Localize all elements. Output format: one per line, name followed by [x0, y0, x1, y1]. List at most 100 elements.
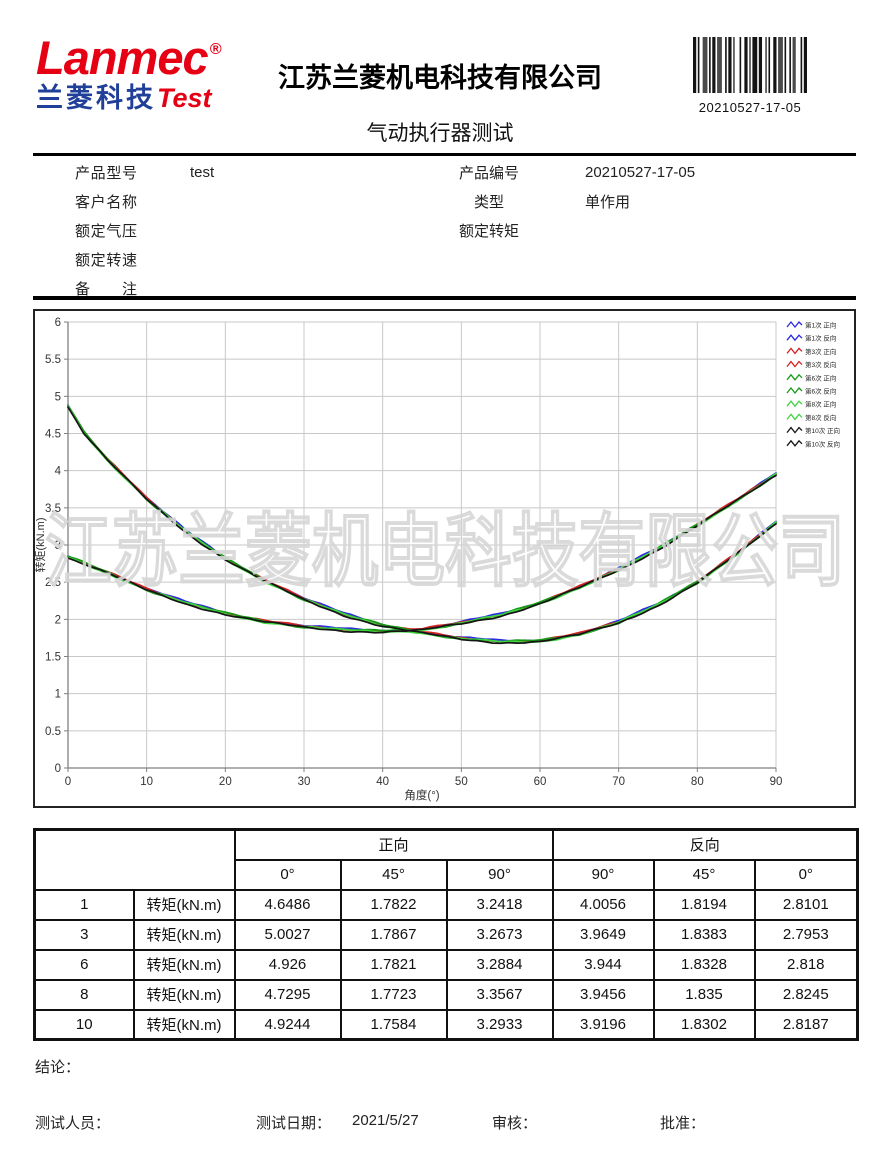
cycle-number-cell: 1 — [33, 888, 135, 921]
y-tick-label: 0.5 — [45, 726, 61, 738]
info-label: 额定转速 — [75, 252, 137, 269]
torque-value-cell: 3.3567 — [445, 978, 554, 1011]
x-tick-label: 80 — [691, 776, 704, 788]
company-name: 江苏兰菱机电科技有限公司 — [278, 63, 602, 93]
info-row: 额定转矩 — [458, 216, 695, 245]
info-form-right: 产品编号 20210527-17-05 类型 单作用额定转矩 — [458, 158, 695, 245]
y-tick-label: 2.5 — [45, 577, 61, 589]
legend-swatch-icon — [786, 320, 803, 329]
logo-en-text: Test — [157, 83, 212, 113]
row-label-cell: 转矩(kN.m) — [132, 948, 236, 981]
info-row: 类型 单作用 — [458, 187, 695, 216]
series-第8次 正向 — [67, 405, 777, 644]
info-label: 产品型号 — [75, 165, 137, 182]
angle-header: 90° — [445, 858, 554, 891]
info-label: 类型 — [473, 194, 504, 211]
info-label: 备 注 — [75, 281, 137, 298]
y-tick-label: 5.5 — [45, 354, 61, 366]
approve-label: 批准： — [660, 1115, 706, 1132]
torque-value-cell: 1.8194 — [652, 888, 756, 921]
info-label: 额定气压 — [75, 223, 137, 240]
table-corner-cell — [33, 828, 236, 891]
y-tick-label: 3 — [55, 540, 61, 552]
angle-header: 90° — [551, 858, 655, 891]
x-tick-label: 10 — [140, 776, 153, 788]
y-axis-title: 转矩(kN.m) — [35, 518, 47, 573]
torque-value-cell: 4.926 — [233, 948, 342, 981]
info-label: 客户名称 — [75, 194, 137, 211]
info-value: 20210527-17-05 — [585, 164, 696, 181]
info-value: test — [190, 164, 215, 181]
torque-value-cell: 1.8383 — [652, 918, 756, 951]
conclusion-label: 结论： — [35, 1059, 81, 1076]
torque-value-cell: 3.2673 — [445, 918, 554, 951]
divider-top — [33, 153, 856, 156]
watermark-text: 江苏兰菱机电科技有限公司 — [45, 507, 845, 596]
torque-value-cell: 3.2418 — [445, 888, 554, 921]
series-第10次 正向 — [67, 406, 777, 645]
info-row: 客户名称 — [75, 187, 214, 216]
torque-value-cell: 1.7822 — [339, 888, 448, 921]
barcode-value: 20210527-17-05 — [698, 100, 802, 115]
torque-value-cell: 4.7295 — [233, 978, 342, 1011]
legend-label: 第8次 正向 — [805, 400, 836, 409]
torque-value-cell: 2.7953 — [753, 918, 859, 951]
cycle-number-cell: 6 — [33, 948, 135, 981]
legend-swatch-icon — [786, 439, 803, 447]
torque-value-cell: 1.8328 — [652, 948, 756, 981]
torque-value-cell: 2.8187 — [753, 1008, 859, 1041]
group-header-reverse: 反向 — [551, 828, 859, 861]
legend-label: 第3次 反向 — [805, 360, 836, 369]
info-row: 备 注 — [75, 274, 214, 303]
x-tick-label: 50 — [455, 776, 468, 788]
angle-header: 0° — [753, 858, 859, 891]
legend-label: 第6次 正向 — [805, 373, 836, 382]
info-value: 单作用 — [585, 194, 631, 211]
y-tick-label: 3.5 — [45, 503, 61, 515]
y-tick-label: 1.5 — [45, 652, 61, 664]
torque-value-cell: 4.6486 — [233, 888, 342, 921]
logo-wordmark: Lanmec ® — [36, 31, 222, 84]
angle-header: 45° — [339, 858, 448, 891]
x-tick-label: 20 — [219, 776, 232, 788]
table-row: 1 转矩(kN.m) 4.6486 1.7822 3.2418 4.0056 1.8194 2… — [33, 888, 859, 921]
x-tick-label: 60 — [534, 776, 547, 788]
legend-label: 第1次 正向 — [805, 321, 836, 330]
torque-value-cell: 1.7821 — [339, 948, 448, 981]
barcode-icon — [693, 37, 807, 93]
legend-label: 第3次 正向 — [805, 347, 836, 356]
document-title: 气动执行器测试 — [366, 122, 514, 145]
x-tick-label: 70 — [612, 776, 625, 788]
info-row: 额定转速 — [75, 245, 214, 274]
torque-value-cell: 3.2884 — [445, 948, 554, 981]
row-label-cell: 转矩(kN.m) — [132, 888, 236, 921]
table-row: 10 转矩(kN.m) 4.9244 1.7584 3.2933 3.9196 1.8302… — [33, 1008, 859, 1041]
row-label-cell: 转矩(kN.m) — [132, 1008, 236, 1041]
legend-swatch-icon — [786, 334, 803, 342]
logo-text: Lanmec — [36, 31, 209, 84]
torque-value-cell: 4.0056 — [551, 888, 655, 921]
y-tick-label: 4 — [55, 466, 62, 478]
info-form-left: 产品型号 test 客户名称额定气压额定转速备 注 — [75, 158, 214, 303]
table-row: 3 转矩(kN.m) 5.0027 1.7867 3.2673 3.9649 1.8383 2… — [33, 918, 859, 951]
registered-mark-icon: ® — [209, 41, 222, 58]
torque-value-cell: 1.7723 — [339, 978, 448, 1011]
torque-value-cell: 2.8245 — [753, 978, 859, 1011]
group-header-forward: 正向 — [233, 828, 554, 861]
legend-swatch-icon — [786, 386, 803, 395]
x-tick-label: 90 — [770, 776, 783, 788]
y-tick-label: 4.5 — [45, 429, 61, 441]
info-label: 产品编号 — [458, 165, 519, 182]
barcode-block: 20210527-17-05 — [693, 37, 807, 115]
x-axis-title: 角度(°) — [404, 788, 439, 802]
angle-header: 0° — [233, 858, 342, 891]
x-tick-label: 30 — [298, 776, 311, 788]
series-第8次 反向 — [67, 472, 777, 634]
y-tick-label: 2 — [55, 614, 61, 626]
torque-chart: 0 10 20 30 40 50 60 70 80 90 0 0.5 1 1.5 2 2.5 3 3.5 4 4.5 5… — [33, 309, 856, 808]
torque-value-cell: 1.835 — [652, 978, 756, 1011]
table-row: 6 转矩(kN.m) 4.926 1.7821 3.2884 3.944 1.8328 2.8… — [33, 948, 859, 981]
torque-value-cell: 2.8101 — [753, 888, 859, 921]
review-label: 审核： — [492, 1115, 538, 1132]
